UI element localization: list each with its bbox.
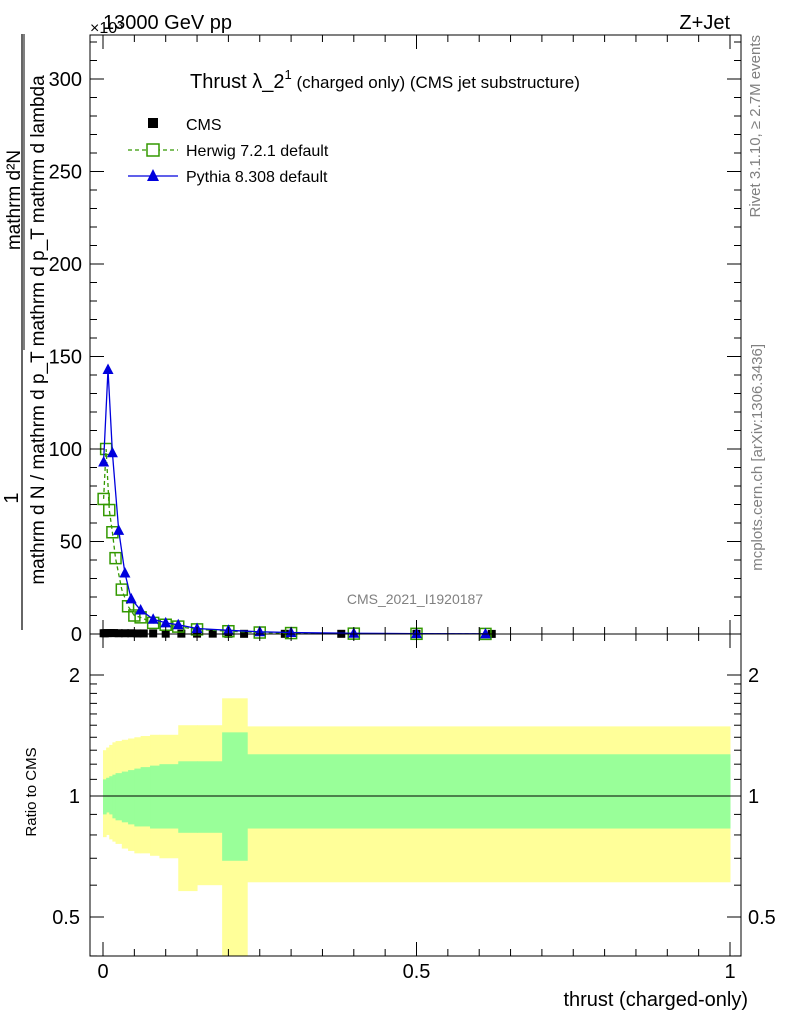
main-y-tick-label: 0 [71,624,82,646]
data-point [102,363,114,374]
legend-label-herwig: Herwig 7.2.1 default [186,143,329,160]
ratio-uncertainty-bands [90,698,741,956]
ratio-y-axis-label: Ratio to CMS [23,747,40,836]
data-point [149,629,158,638]
ylabel-numerator: mathrm d²N [4,150,25,250]
main-y-tick-label: 150 [49,347,82,369]
legend-marker-pythia [147,169,159,181]
ratio-y-tick-label: 2 [69,665,80,687]
stat-uncertainty-band [103,779,107,815]
data-point [98,455,110,467]
main-y-axis-label: 1 mathrm d²N mathrm d N / mathrm d p_T m… [1,34,49,630]
main-y-tick-label: 100 [49,439,82,461]
energy-label: 13000 GeV pp [103,12,232,34]
legend-label-pythia: Pythia 8.308 default [186,169,328,186]
data-point [135,603,147,615]
stat-uncertainty-band [121,771,129,823]
ratio-y-tick-label-right: 2 [748,665,759,687]
analysis-label: CMS_2021_I1920187 [347,591,483,607]
data-point [139,629,148,638]
data-point [133,629,142,638]
data-point [106,446,118,458]
data-point [125,592,137,604]
process-label: Z+Jet [679,12,730,34]
ratio-y-tick-label-right: 1 [748,786,759,808]
data-point [128,609,141,622]
legend-label-cms: CMS [186,117,222,134]
mcplots-label: mcplots.cern.ch [arXiv:1306.3436] [749,344,766,571]
stat-uncertainty-band [247,754,731,829]
ratio-x-tick-label: 0.5 [403,961,431,983]
ylabel-denominator: mathrm d N / mathrm d p_T mathrm d p_T m… [28,75,49,585]
stat-uncertainty-band [128,770,135,825]
data-point [119,566,131,578]
ratio-y-tick-label-right: 0.5 [748,907,776,929]
data-point [115,583,129,596]
ratio-plot-ticks: 0.5 0.5 1 1 2 2 0 0.5 1 [52,634,776,983]
ylabel-one: 1 [1,492,23,503]
ratio-x-tick-label: 1 [724,961,735,983]
data-point [113,524,125,535]
stat-uncertainty-band [222,732,248,861]
main-y-tick-label: 200 [49,254,82,276]
stat-uncertainty-band [150,765,160,829]
stat-uncertainty-band [178,761,198,833]
legend-marker-herwig [146,143,160,157]
plot-title-sup: 1 [284,67,291,82]
series-1 [97,442,492,641]
data-point [479,627,491,639]
plot-title: Thrust λ_21 (charged only) (CMS jet subs… [190,67,580,93]
data-point [120,629,129,638]
main-y-tick-label: 300 [49,69,82,91]
legend-marker-cms [148,118,158,128]
main-plot-ticks: 0 50 100 150 200 250 300 [49,35,741,646]
x-axis-label: thrust (charged-only) [563,989,748,1011]
plot-title-main: Thrust λ_2 [190,71,284,93]
stat-uncertainty-band [197,761,223,833]
ratio-y-tick-label: 0.5 [52,907,80,929]
stat-uncertainty-band [134,768,142,827]
main-y-tick-label: 250 [49,162,82,184]
data-point [127,629,136,638]
legend: CMS Herwig 7.2.1 default Pythia 8.308 de… [128,117,329,186]
stat-uncertainty-band [109,776,113,815]
stat-uncertainty-band [115,773,123,821]
data-point [172,618,184,630]
ratio-y-tick-label: 1 [69,786,80,808]
exponent-label: ×10³ [90,20,123,37]
ratio-plot-frame [89,633,742,957]
data-point [114,629,123,638]
main-plot-panel: 0 50 100 150 200 250 300 Thrust λ_21 (charged … [49,34,742,646]
ratio-x-tick-label: 0 [97,961,108,983]
data-point [109,551,122,565]
data-point [147,613,159,624]
data-point [103,503,116,517]
main-y-tick-label: 50 [60,532,82,554]
ratio-plot-panel: 0.5 0.5 1 1 2 2 0 0.5 1 [52,633,776,983]
data-point [109,629,118,638]
plot-title-rest: (charged only) (CMS jet substructure) [292,73,580,92]
stat-uncertainty-band [106,777,110,813]
stat-uncertainty-band [140,767,151,827]
rivet-label: Rivet 3.1.10, ≥ 2.7M events [747,35,764,218]
data-point [160,616,172,628]
